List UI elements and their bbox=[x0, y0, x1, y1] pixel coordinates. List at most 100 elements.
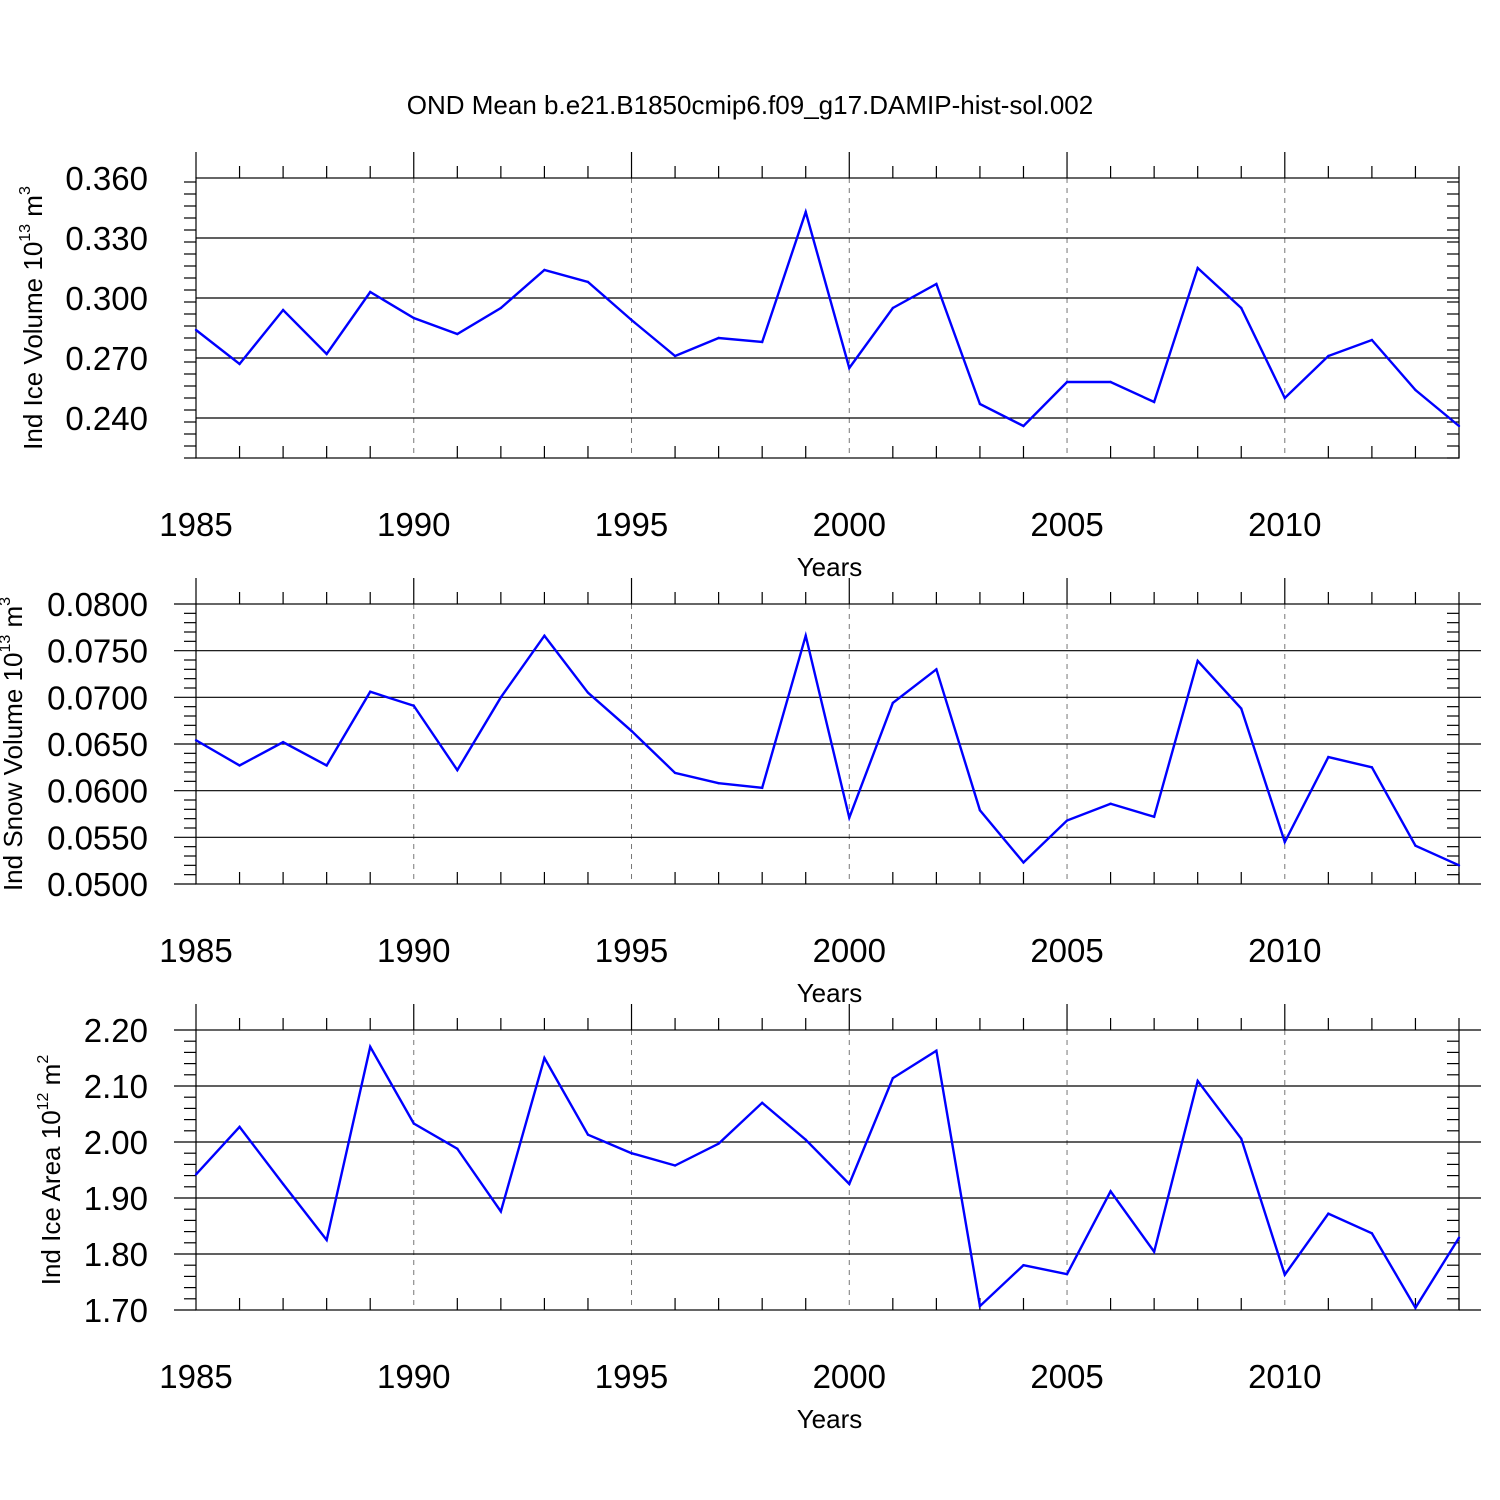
data-point bbox=[1414, 388, 1417, 392]
data-point bbox=[630, 1152, 633, 1155]
y-axis-label-unit-exponent: 2 bbox=[35, 1055, 52, 1064]
data-point bbox=[717, 1142, 720, 1145]
data-point bbox=[194, 739, 198, 742]
y-tick-label: 1.70 bbox=[84, 1292, 148, 1329]
data-point bbox=[978, 402, 982, 406]
x-tick-label: 2010 bbox=[1248, 932, 1321, 969]
data-point bbox=[1196, 1079, 1199, 1083]
y-axis-label-exponent: 13 bbox=[17, 224, 34, 242]
x-tick-label: 1995 bbox=[595, 932, 668, 969]
panels: 1985 1990 1995 2000 2005 2010 0.240 0.270 0.300 0… bbox=[0, 152, 1481, 1434]
y-tick-label: 0.0800 bbox=[47, 586, 148, 623]
y-axis-label-unit: m bbox=[0, 606, 28, 635]
y-tick-label: 0.0650 bbox=[47, 726, 148, 763]
x-tick-label: 2000 bbox=[813, 506, 886, 543]
y-tick-label: 0.240 bbox=[65, 400, 148, 437]
data-point bbox=[848, 366, 851, 370]
data-point bbox=[194, 328, 198, 332]
data-point bbox=[1370, 766, 1374, 769]
data-point bbox=[1327, 1212, 1330, 1215]
chart-panel-2: 1985 1990 1995 2000 2005 2010 0.0500 0.0550 0.06… bbox=[0, 578, 1481, 1008]
y-axis-label-text: Ind Snow Volume 10 bbox=[0, 653, 28, 892]
chart-panel-3: 1985 1990 1995 2000 2005 2010 1.70 1.80 1.90 2.00… bbox=[35, 1004, 1481, 1434]
data-point bbox=[673, 771, 677, 775]
data-point bbox=[630, 318, 633, 322]
data-point bbox=[717, 782, 720, 785]
data-point bbox=[543, 1056, 546, 1060]
data-point bbox=[1283, 396, 1286, 400]
data-point bbox=[194, 1173, 198, 1176]
y-axis-label-text: Ind Ice Area 10 bbox=[36, 1110, 66, 1285]
data-point bbox=[1370, 338, 1374, 342]
y-tick-label: 0.330 bbox=[65, 220, 148, 257]
data-point bbox=[412, 704, 415, 707]
data-point bbox=[760, 1101, 764, 1105]
x-tick-label: 2005 bbox=[1030, 506, 1103, 543]
y-axis-label: Ind Ice Area 1012 m2 bbox=[35, 1055, 66, 1286]
x-tick-label: 1990 bbox=[377, 506, 450, 543]
data-point bbox=[891, 306, 895, 310]
data-point bbox=[1065, 819, 1069, 822]
data-point bbox=[1196, 266, 1199, 270]
data-point bbox=[1022, 861, 1025, 864]
y-tick-label: 0.0600 bbox=[47, 773, 148, 810]
x-tick-label: 1990 bbox=[377, 1358, 450, 1395]
data-point bbox=[1457, 864, 1461, 867]
data-point bbox=[1457, 424, 1461, 428]
data-point bbox=[412, 316, 415, 320]
y-tick-label: 0.0700 bbox=[47, 679, 148, 716]
data-point bbox=[325, 764, 328, 767]
data-point bbox=[499, 696, 503, 699]
data-point bbox=[673, 354, 677, 358]
x-tick-label: 1995 bbox=[595, 1358, 668, 1395]
data-point bbox=[1283, 840, 1286, 844]
chart-panel-1: 1985 1990 1995 2000 2005 2010 0.240 0.270 0.300 0… bbox=[17, 152, 1461, 582]
data-point bbox=[630, 729, 633, 733]
data-point bbox=[238, 764, 241, 767]
data-point bbox=[978, 1304, 982, 1308]
data-point bbox=[1240, 707, 1243, 710]
y-tick-label: 0.0750 bbox=[47, 633, 148, 670]
y-tick-label: 2.00 bbox=[84, 1124, 148, 1161]
data-point bbox=[499, 306, 503, 310]
data-point bbox=[456, 1147, 459, 1150]
x-axis-label: Years bbox=[797, 552, 863, 582]
series-line bbox=[195, 207, 1460, 428]
data-point bbox=[586, 1133, 590, 1136]
y-tick-label: 1.80 bbox=[84, 1236, 148, 1273]
x-tick-label: 1985 bbox=[159, 1358, 232, 1395]
y-tick-label: 0.300 bbox=[65, 280, 148, 317]
y-axis-label-unit: m bbox=[18, 195, 48, 224]
data-point bbox=[1109, 1190, 1112, 1193]
data-point bbox=[1240, 306, 1243, 310]
data-point bbox=[586, 691, 590, 694]
data-point bbox=[717, 336, 720, 340]
data-point bbox=[586, 280, 590, 284]
data-point bbox=[891, 701, 895, 705]
x-axis-label: Years bbox=[797, 978, 863, 1008]
data-point bbox=[1283, 1273, 1286, 1276]
data-point bbox=[1327, 354, 1330, 358]
x-axis-label: Years bbox=[797, 1404, 863, 1434]
data-point bbox=[804, 634, 807, 637]
data-point bbox=[325, 1238, 328, 1242]
y-axis-label-unit: m bbox=[36, 1064, 66, 1093]
x-tick-label: 1985 bbox=[159, 932, 232, 969]
y-tick-label: 0.0500 bbox=[47, 866, 148, 903]
plot-frame bbox=[195, 1029, 1460, 1311]
y-tick-label: 0.270 bbox=[65, 340, 148, 377]
data-point bbox=[978, 809, 982, 812]
x-tick-label: 1990 bbox=[377, 932, 450, 969]
y-axis-label-unit-exponent: 3 bbox=[0, 597, 14, 606]
data-point bbox=[412, 1122, 415, 1125]
data-point bbox=[1152, 1250, 1156, 1253]
series-line bbox=[195, 631, 1460, 867]
data-point bbox=[238, 362, 241, 366]
data-point bbox=[369, 690, 372, 693]
y-axis-label-unit-exponent: 3 bbox=[17, 186, 34, 195]
data-point bbox=[281, 740, 285, 744]
y-tick-label: 2.20 bbox=[84, 1012, 148, 1049]
data-point bbox=[456, 332, 459, 336]
data-point bbox=[543, 268, 546, 272]
